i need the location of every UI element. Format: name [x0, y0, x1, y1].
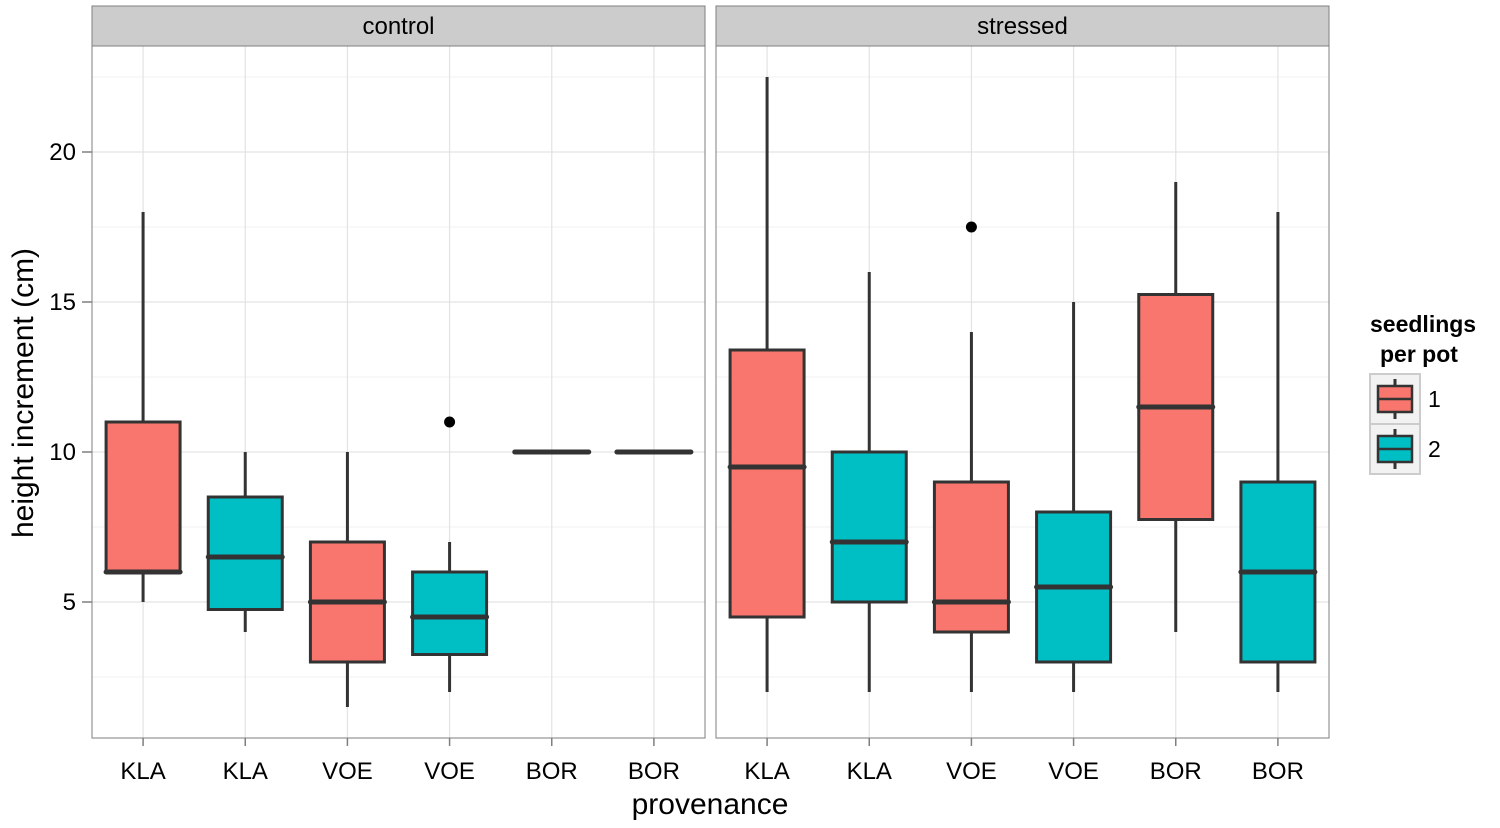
x-tick-label: KLA: [744, 758, 789, 785]
legend-key-2: 2: [1369, 423, 1441, 475]
box-kla-2: [829, 272, 909, 692]
box: [728, 348, 806, 619]
x-tick-label: BOR: [628, 758, 680, 785]
box-bor-2: [1238, 212, 1318, 692]
legend-title-line1: seedlings: [1370, 311, 1476, 337]
panel-control: control KLA KLA VOE VOE BOR BOR: [91, 5, 706, 785]
box-voe-1: [931, 221, 1011, 692]
legend-key-1: 1: [1369, 373, 1441, 425]
strip-label: stressed: [977, 13, 1068, 40]
outlier-point: [444, 416, 456, 428]
y-axis-title: height increment (cm): [7, 248, 40, 538]
strip-stressed: [715, 5, 1330, 47]
box-bor-1: [1136, 182, 1216, 632]
box-kla-2: [205, 452, 285, 632]
legend-title-line2: per pot: [1380, 341, 1458, 367]
box-kla-1: [103, 212, 183, 602]
panel-background: [91, 45, 706, 739]
outlier-point: [965, 221, 977, 233]
legend: seedlings per pot 1 2: [1369, 311, 1476, 475]
legend-label: 2: [1428, 436, 1441, 462]
box-voe-2: [1034, 302, 1114, 692]
x-tick-label: BOR: [1150, 758, 1202, 785]
box: [830, 450, 908, 604]
x-tick-label: KLA: [223, 758, 268, 785]
box-kla-1: [727, 77, 807, 692]
box-voe-2: [410, 416, 490, 692]
box: [411, 570, 489, 656]
strip-control: [91, 5, 706, 47]
panel-stressed: stressed KLA KLA VOE VOE BOR BOR: [715, 5, 1330, 785]
box-voe-1: [307, 452, 387, 707]
x-tick-label: VOE: [946, 758, 997, 785]
y-tick-label: 10: [49, 439, 76, 466]
box: [932, 480, 1010, 634]
x-tick-label: KLA: [847, 758, 892, 785]
x-tick-label: BOR: [1252, 758, 1304, 785]
x-tick-label: BOR: [526, 758, 578, 785]
x-axis-title: provenance: [632, 788, 789, 821]
x-tick-label: VOE: [1048, 758, 1099, 785]
x-tick-label: KLA: [120, 758, 165, 785]
box: [104, 420, 182, 574]
strip-label: control: [362, 13, 434, 40]
box: [206, 495, 284, 611]
y-tick-label: 20: [49, 139, 76, 166]
y-tick-label: 5: [63, 589, 76, 616]
panel-background: [715, 45, 1330, 739]
x-tick-label: VOE: [322, 758, 373, 785]
y-tick-label: 15: [49, 289, 76, 316]
x-tick-label: VOE: [424, 758, 475, 785]
legend-label: 1: [1428, 386, 1441, 412]
